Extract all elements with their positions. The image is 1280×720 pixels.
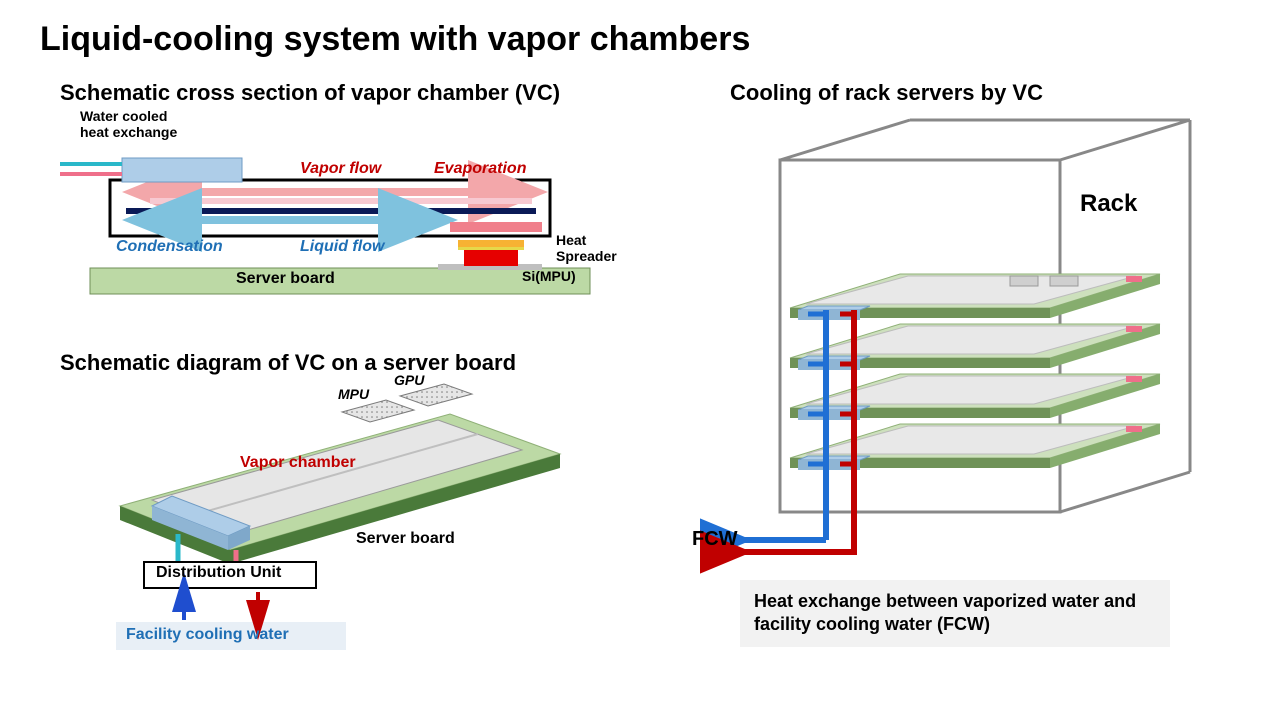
panel-a: Water cooled heat exchange Vapor flow Ev… xyxy=(60,100,620,310)
si-mpu-rect xyxy=(464,248,518,266)
vapor-chamber-label: Vapor chamber xyxy=(240,454,356,472)
fcw-label-b: Facility cooling water xyxy=(126,626,289,644)
spreader-bottom xyxy=(458,247,524,250)
heat-exchanger xyxy=(122,158,242,182)
fcw-label-c: FCW xyxy=(692,528,738,551)
rack-svg xyxy=(700,100,1240,620)
server-board-label-a: Server board xyxy=(236,270,335,288)
distribution-unit-label: Distribution Unit xyxy=(156,564,281,582)
page-title: Liquid-cooling system with vapor chamber… xyxy=(40,20,750,59)
si-mpu-label: Si(MPU) xyxy=(522,268,576,284)
mpu-chip xyxy=(342,400,414,422)
navy-bar xyxy=(126,208,536,214)
condensation-label: Condensation xyxy=(116,238,223,256)
evaporation-bar xyxy=(450,222,542,232)
board-stack xyxy=(790,274,1160,470)
rack-label: Rack xyxy=(1080,190,1137,218)
heat-exchange-label: Water cooled heat exchange xyxy=(80,108,177,140)
liquid-flow-label: Liquid flow xyxy=(300,238,384,256)
panel-c-caption: Heat exchange between vaporized water an… xyxy=(740,580,1170,647)
evaporation-label: Evaporation xyxy=(434,160,526,178)
mpu-label: MPU xyxy=(338,386,369,402)
panel-c: Rack FCW Heat exchange between vaporized… xyxy=(700,100,1240,660)
spreader-top xyxy=(458,240,524,247)
panel-b: MPU GPU Vapor chamber Server board Distr… xyxy=(60,350,620,670)
server-board-label-b: Server board xyxy=(356,530,455,548)
pink-bar xyxy=(150,198,532,204)
heat-spreader-label: Heat Spreader xyxy=(556,232,617,264)
gpu-label: GPU xyxy=(394,372,424,388)
vapor-flow-label: Vapor flow xyxy=(300,160,381,178)
server-board-rect xyxy=(90,268,590,294)
